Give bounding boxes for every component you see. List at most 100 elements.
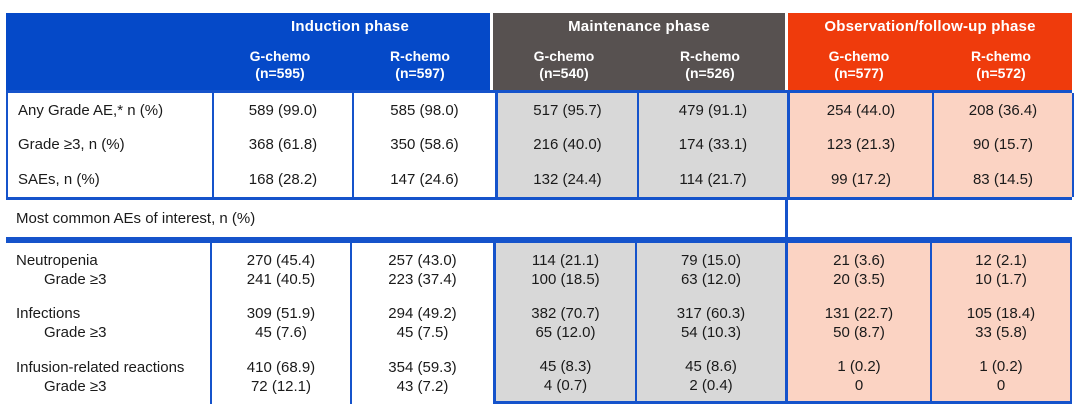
- value-cell: 270 (45.4) 241 (40.5): [210, 243, 350, 297]
- value-cell: 479 (91.1): [637, 93, 787, 128]
- value-cell: 79 (15.0) 63 (12.0): [635, 243, 785, 297]
- value: 114 (21.1): [531, 251, 600, 269]
- value-cell: 317 (60.3) 54 (10.3): [635, 296, 785, 351]
- arm-n: (n=597): [395, 65, 445, 81]
- value: 174 (33.1): [678, 136, 748, 154]
- value: 21 (3.6): [833, 251, 885, 269]
- row-label: SAEs, n (%): [18, 171, 100, 189]
- phase-title-induction: Induction phase: [290, 18, 409, 35]
- sub-value: 0: [996, 376, 1006, 394]
- arm-header-row: G-chemo (n=540) R-chemo (n=526): [493, 40, 785, 90]
- value-cell: 21 (3.6) 20 (3.5): [785, 243, 930, 297]
- sub-value: 65 (12.0): [535, 324, 596, 342]
- value-cell: 216 (40.0): [495, 127, 637, 163]
- value-cell: 309 (51.9) 45 (7.6): [210, 296, 350, 351]
- arm-n: (n=595): [255, 65, 305, 81]
- row-sublabel: Grade ≥3: [44, 378, 107, 396]
- arm-name: R-chemo: [971, 48, 1031, 64]
- value: 114 (21.7): [679, 171, 747, 189]
- col-header-induction-r-chemo: R-chemo (n=597): [350, 40, 490, 90]
- arm-name: R-chemo: [390, 48, 450, 64]
- col-header-observation-r-chemo: R-chemo (n=572): [930, 40, 1072, 90]
- value-cell: 257 (43.0) 223 (37.4): [350, 243, 493, 297]
- value: 105 (18.4): [966, 305, 1036, 323]
- value-cell: 517 (95.7): [495, 93, 637, 128]
- sub-value: 45 (7.6): [255, 324, 307, 342]
- value: 589 (99.0): [248, 101, 318, 119]
- sub-value: 63 (12.0): [680, 270, 742, 288]
- value: 45 (8.3): [539, 357, 592, 375]
- value-cell: 1 (0.2) 0: [930, 350, 1072, 404]
- value: 254 (44.0): [826, 101, 896, 119]
- sub-value: 50 (8.7): [833, 324, 885, 342]
- value-cell: 45 (8.6) 2 (0.4): [635, 350, 785, 404]
- value-cell: 294 (49.2) 45 (7.5): [350, 296, 493, 351]
- ae-of-interest-section: Neutropenia Grade ≥3 270 (45.4) 241 (40.5) 2…: [6, 240, 1072, 404]
- sub-value: 223 (37.4): [388, 270, 457, 288]
- value: 168 (28.2): [248, 171, 318, 189]
- row-label: Neutropenia: [16, 251, 98, 269]
- arm-n: (n=577): [834, 65, 884, 81]
- arm-header-row: G-chemo (n=577) R-chemo (n=572): [788, 40, 1072, 90]
- arm-name: R-chemo: [680, 48, 740, 64]
- value-cell: 147 (24.6): [352, 162, 495, 197]
- value: 12 (2.1): [975, 251, 1027, 269]
- value-cell: 105 (18.4) 33 (5.8): [930, 296, 1072, 351]
- value-cell: 114 (21.7): [637, 162, 787, 197]
- value: 410 (68.9): [246, 359, 316, 377]
- value: 585 (98.0): [390, 101, 459, 119]
- row-label: Any Grade AE,* n (%): [18, 101, 164, 119]
- arm-header-row: G-chemo (n=595) R-chemo (n=597): [6, 40, 490, 90]
- sub-value: 10 (1.7): [975, 270, 1027, 288]
- value: 90 (15.7): [972, 136, 1034, 154]
- col-header-maintenance-r-chemo: R-chemo (n=526): [635, 40, 785, 90]
- value: 79 (15.0): [680, 251, 742, 269]
- value: 123 (21.3): [826, 136, 896, 154]
- ae-summary-section: Any Grade AE,* n (%) 589 (99.0) 585 (98.0)…: [6, 90, 1074, 200]
- value-cell: 1 (0.2) 0: [785, 350, 930, 404]
- value-cell: 132 (24.4): [495, 162, 637, 197]
- value: 270 (45.4): [246, 251, 316, 269]
- row-label-cell: Neutropenia Grade ≥3: [6, 243, 210, 297]
- value: 216 (40.0): [533, 136, 602, 154]
- value: 257 (43.0): [388, 251, 457, 269]
- value: 131 (22.7): [824, 305, 894, 323]
- col-header-observation-g-chemo: G-chemo (n=577): [788, 40, 930, 90]
- arm-name: G-chemo: [533, 48, 595, 64]
- value: 368 (61.8): [248, 136, 318, 154]
- value: 354 (59.3): [388, 359, 457, 377]
- value-cell: 368 (61.8): [212, 127, 352, 163]
- sub-value: 72 (12.1): [250, 378, 312, 396]
- col-header-induction-g-chemo: G-chemo (n=595): [210, 40, 350, 90]
- section-header-label: Most common AEs of interest, n (%): [16, 210, 256, 227]
- value-cell: 45 (8.3) 4 (0.7): [493, 350, 635, 404]
- value: 317 (60.3): [676, 305, 746, 323]
- phase-title-maintenance: Maintenance phase: [568, 18, 710, 35]
- phase-header-observation: Observation/follow-up phase G-chemo (n=5…: [788, 13, 1072, 90]
- sub-value: 54 (10.3): [680, 324, 742, 342]
- value-cell: 99 (17.2): [787, 162, 932, 197]
- value-cell: 123 (21.3): [787, 127, 932, 163]
- row-label: Grade ≥3, n (%): [18, 136, 125, 154]
- sub-value: 33 (5.8): [975, 324, 1027, 342]
- col-header-maintenance-g-chemo: G-chemo (n=540): [493, 40, 635, 90]
- sub-value: 4 (0.7): [543, 376, 588, 394]
- sub-value: 20 (3.5): [833, 270, 885, 288]
- section-header-row: Most common AEs of interest, n (%): [6, 200, 1072, 240]
- value-cell: 254 (44.0): [787, 93, 932, 128]
- arm-name: G-chemo: [828, 48, 890, 64]
- value: 309 (51.9): [246, 305, 316, 323]
- value: 1 (0.2): [837, 357, 881, 375]
- row-label-cell: Infections Grade ≥3: [6, 297, 210, 351]
- arm-n: (n=572): [976, 65, 1026, 81]
- sub-value: 43 (7.2): [396, 378, 449, 396]
- row-label: Infections: [16, 305, 81, 323]
- row-sublabel: Grade ≥3: [44, 270, 107, 288]
- value: 294 (49.2): [388, 305, 457, 323]
- value: 208 (36.4): [968, 101, 1038, 119]
- value: 517 (95.7): [533, 101, 602, 119]
- value-cell: 410 (68.9) 72 (12.1): [210, 350, 350, 404]
- phase-header-maintenance: Maintenance phase G-chemo (n=540) R-chem…: [493, 13, 785, 90]
- sub-value: 241 (40.5): [246, 270, 316, 288]
- value-cell: 90 (15.7): [932, 127, 1074, 163]
